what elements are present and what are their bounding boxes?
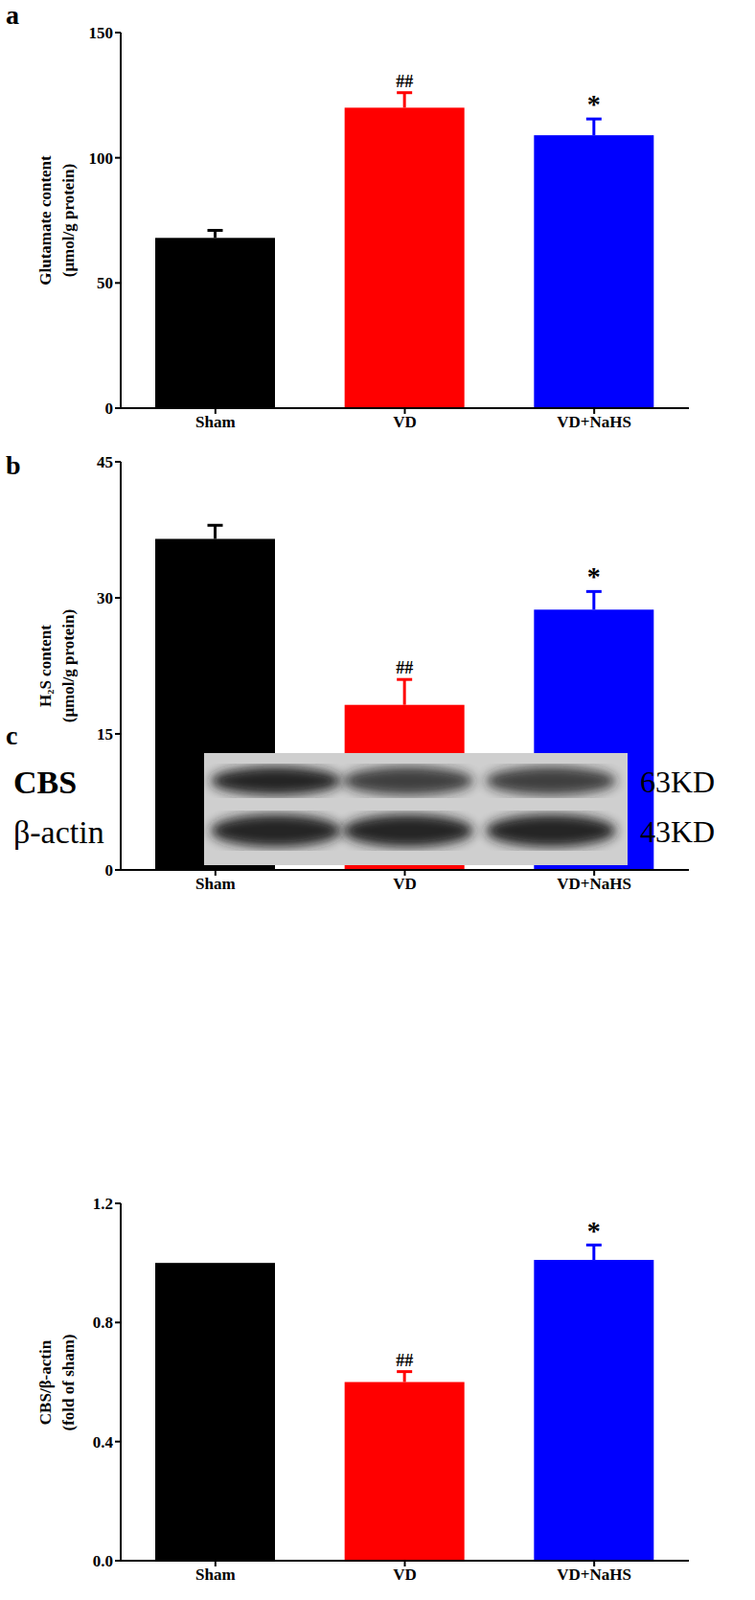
html-text:a: a <box>5 0 20 30</box>
svg-text:VD: VD <box>392 1565 417 1584</box>
svg-text:##: ## <box>395 71 413 92</box>
svg-text:*: * <box>587 561 601 592</box>
svg-text:30: 30 <box>96 589 114 608</box>
svg-text:0: 0 <box>105 861 115 880</box>
html-text:(fold of sham): (fold of sham) <box>59 1333 78 1431</box>
html-text:63KD: 63KD <box>640 764 715 800</box>
svg-text:##: ## <box>395 658 413 678</box>
html-text:43KD: 43KD <box>640 814 715 849</box>
svg-text:0.4: 0.4 <box>92 1433 115 1452</box>
html-text:H₂S content: H₂S content <box>36 624 55 707</box>
svg-text:0: 0 <box>105 399 115 418</box>
svg-text:45: 45 <box>96 453 114 472</box>
svg-text:0.8: 0.8 <box>92 1313 114 1332</box>
html-text:(μmol/g protein): (μmol/g protein) <box>59 609 78 723</box>
svg-text:0.0: 0.0 <box>92 1552 114 1571</box>
svg-text:VD: VD <box>392 412 417 432</box>
svg-text:Sham: Sham <box>195 1565 236 1584</box>
svg-text:VD+NaHS: VD+NaHS <box>556 1565 632 1584</box>
svg-text:*: * <box>587 89 601 119</box>
svg-text:VD+NaHS: VD+NaHS <box>556 874 632 893</box>
svg-text:100: 100 <box>89 149 115 168</box>
svg-text:##: ## <box>395 1350 413 1371</box>
svg-text:Sham: Sham <box>195 874 236 893</box>
html-text:CBS: CBS <box>13 764 77 801</box>
svg-text:VD+NaHS: VD+NaHS <box>556 412 632 432</box>
svg-text:150: 150 <box>89 23 115 43</box>
html-text:β-actin: β-actin <box>13 814 105 850</box>
html-text:Glutamate content: Glutamate content <box>36 155 55 286</box>
svg-text:50: 50 <box>96 274 114 293</box>
html-text:b: b <box>5 450 21 481</box>
html-text:CBS/β-actin: CBS/β-actin <box>36 1339 55 1425</box>
svg-text:15: 15 <box>96 725 114 744</box>
svg-text:VD: VD <box>392 874 417 893</box>
html-text:(μmol/g protein): (μmol/g protein) <box>59 163 78 278</box>
svg-text:Sham: Sham <box>195 412 236 432</box>
svg-text:*: * <box>587 1215 601 1246</box>
svg-text:1.2: 1.2 <box>92 1194 114 1213</box>
html-text:c: c <box>5 720 18 751</box>
